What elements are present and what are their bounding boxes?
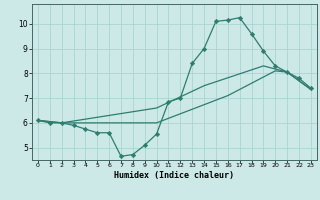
- X-axis label: Humidex (Indice chaleur): Humidex (Indice chaleur): [115, 171, 234, 180]
